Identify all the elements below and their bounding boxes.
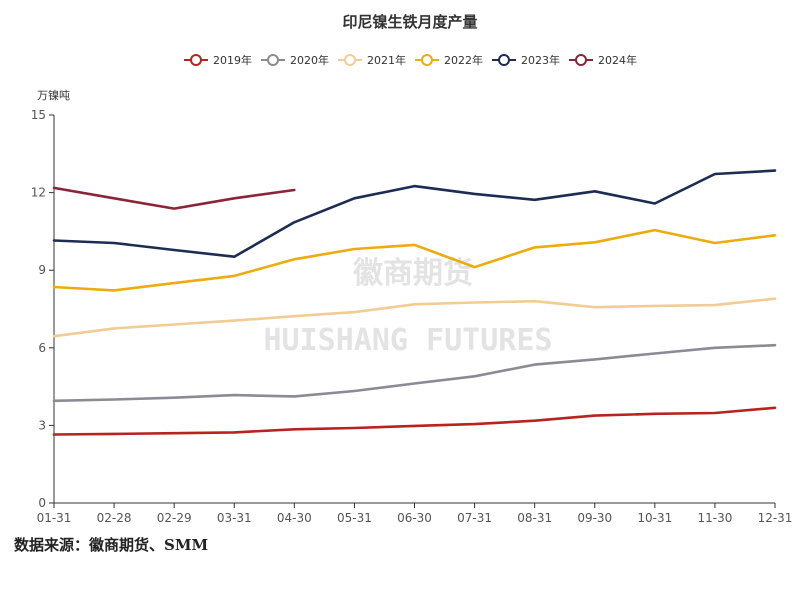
x-tick-label: 09-30 (577, 511, 612, 525)
x-tick-label: 06-30 (397, 511, 432, 525)
y-tick-label: 0 (38, 496, 46, 510)
series-line-2022年 (52, 228, 777, 292)
y-axis-unit-label: 万镍吨 (37, 88, 70, 102)
legend-label: 2023年 (521, 53, 560, 67)
x-tick-label: 02-29 (157, 511, 192, 525)
series-lines (52, 169, 777, 436)
legend-label: 2019年 (213, 53, 252, 67)
y-tick-label: 15 (31, 108, 46, 122)
legend-circle-marker (190, 54, 202, 66)
series-line-2021年 (52, 297, 777, 338)
x-tick-label: 01-31 (37, 511, 72, 525)
chart-title: 印尼镍生铁月度产量 (342, 13, 477, 31)
legend-item[interactable]: 2020年 (261, 53, 329, 67)
legend-label: 2024年 (598, 53, 637, 67)
legend-item[interactable]: 2024年 (569, 53, 637, 67)
x-tick-label: 04-30 (277, 511, 312, 525)
x-tick-label: 11-30 (697, 511, 732, 525)
legend-label: 2022年 (444, 53, 483, 67)
x-tick-label: 03-31 (217, 511, 252, 525)
watermark-cn: 徽商期货 (352, 256, 473, 291)
legend-item[interactable]: 2023年 (492, 53, 560, 67)
legend-circle-marker (575, 54, 587, 66)
legend-item[interactable]: 2022年 (415, 53, 483, 67)
y-tick-label: 12 (31, 186, 46, 200)
legend-label: 2020年 (290, 53, 329, 67)
legend-label: 2021年 (367, 53, 406, 67)
y-tick-label: 3 (38, 418, 46, 432)
x-tick-label: 10-31 (637, 511, 672, 525)
source-note: 数据来源：徽商期货、SMM (14, 536, 209, 554)
legend-circle-marker (267, 54, 279, 66)
series-line-2023年 (52, 169, 777, 258)
legend-item[interactable]: 2019年 (184, 53, 252, 67)
series-line-2024年 (52, 186, 296, 210)
x-tick-label: 02-28 (97, 511, 132, 525)
legend-item[interactable]: 2021年 (338, 53, 406, 67)
x-tick-label: 05-31 (337, 511, 372, 525)
legend-circle-marker (498, 54, 510, 66)
x-tick-label: 08-31 (517, 511, 552, 525)
y-tick-label: 6 (38, 341, 46, 355)
legend-circle-marker (344, 54, 356, 66)
series-line-2019年 (52, 406, 777, 436)
watermark-en: HUISHANG FUTURES (264, 323, 553, 358)
legend-circle-marker (421, 54, 433, 66)
y-tick-label: 9 (38, 263, 46, 277)
legend[interactable]: 2019年 2020年 2021年 2022年 2023年 2024年 (184, 53, 637, 67)
x-tick-label: 12-31 (758, 511, 793, 525)
axes: 0 3 6 9 12 15 01-31 02-28 02-29 03-31 04-30 05-31 06… (31, 108, 793, 525)
series-line-2020年 (52, 343, 777, 403)
x-tick-label: 07-31 (457, 511, 492, 525)
